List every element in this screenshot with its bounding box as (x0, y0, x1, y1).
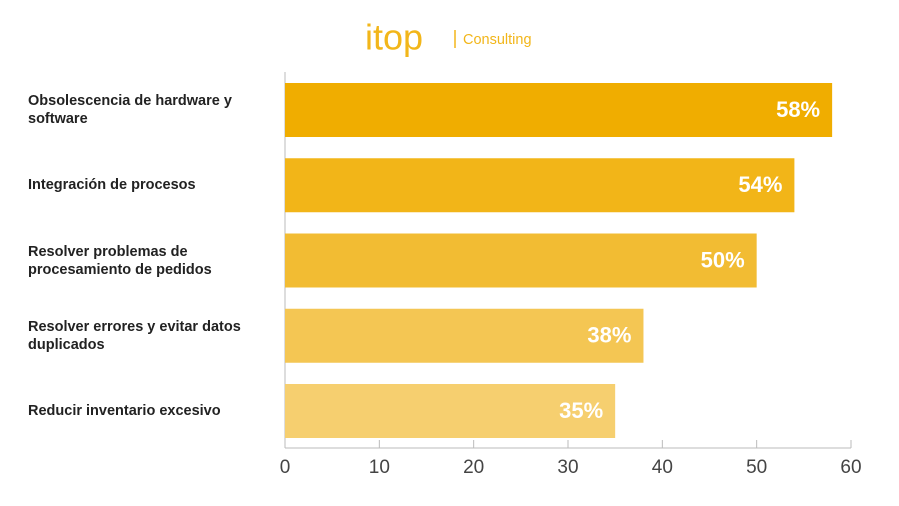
value-label: 58% (776, 97, 820, 122)
x-tick-label: 40 (652, 457, 673, 478)
bar (285, 158, 795, 213)
value-label: 54% (738, 172, 782, 197)
category-label: Resolver problemas de procesamiento de p… (28, 243, 212, 278)
category-label: Integración de procesos (28, 177, 196, 194)
logo-tagline: Consulting (463, 32, 532, 48)
category-label: Resolver errores y evitar datos duplicad… (28, 318, 241, 353)
x-tick-label: 30 (557, 457, 578, 478)
x-tick-label: 20 (463, 457, 484, 478)
value-label: 35% (559, 398, 603, 423)
bar (285, 233, 757, 288)
x-tick-label: 50 (746, 457, 767, 478)
x-tick-label: 0 (280, 457, 291, 478)
bar (285, 384, 616, 438)
value-label: 38% (587, 323, 631, 348)
logo-brand: itop (365, 17, 423, 58)
value-label: 50% (701, 247, 745, 272)
bar (285, 308, 644, 363)
x-tick-label: 60 (840, 457, 861, 478)
category-label: Reducir inventario excesivo (28, 403, 221, 419)
bar (285, 83, 833, 137)
category-label: Obsolescencia de hardware y software (28, 93, 232, 127)
x-tick-label: 10 (369, 457, 390, 478)
